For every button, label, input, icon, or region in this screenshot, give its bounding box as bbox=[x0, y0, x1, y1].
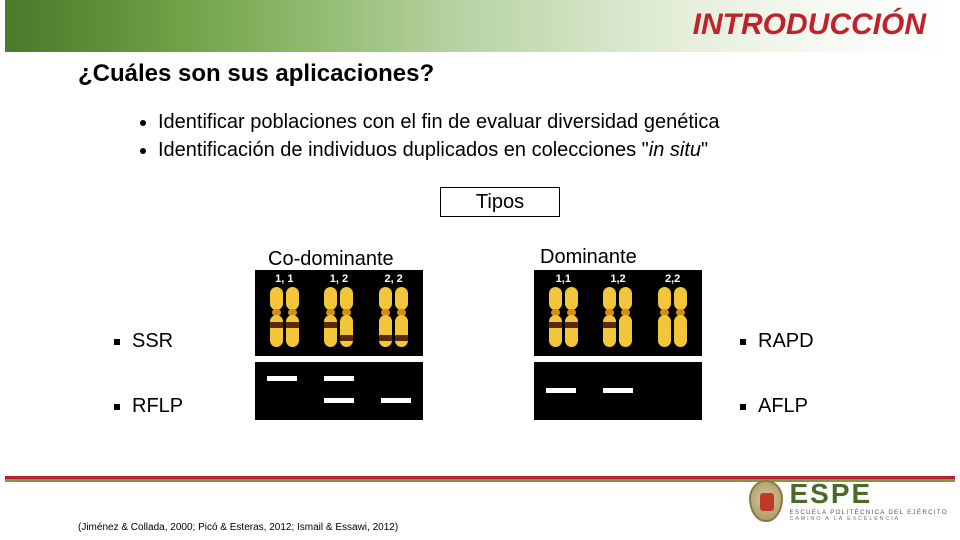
chromosome-icon bbox=[565, 287, 578, 347]
codominant-column-label: Co-dominante bbox=[268, 248, 394, 271]
slide-question: ¿Cuáles son sus aplicaciones? bbox=[78, 60, 434, 88]
marker-rflp: RFLP bbox=[132, 395, 183, 418]
chromosome-icon bbox=[603, 287, 616, 347]
gel-band bbox=[381, 398, 411, 403]
genotype-col: 2,2 bbox=[647, 273, 699, 351]
genotype-col: 1, 1 bbox=[258, 273, 310, 351]
gel-band bbox=[324, 398, 354, 403]
application-bullets: Identificar poblaciones con el fin de ev… bbox=[140, 108, 719, 164]
marker-ssr: SSR bbox=[132, 330, 183, 353]
genotype-label: 1,1 bbox=[556, 273, 571, 285]
section-title: INTRODUCCIÓN bbox=[693, 8, 926, 42]
genotype-label: 1, 1 bbox=[275, 273, 293, 285]
chromosome-icon bbox=[619, 287, 632, 347]
genotype-col: 1,1 bbox=[537, 273, 589, 351]
bullet-1: Identificar poblaciones con el fin de ev… bbox=[158, 108, 719, 136]
chromosome-icon bbox=[674, 287, 687, 347]
genotype-col: 1,2 bbox=[592, 273, 644, 351]
bullet-2-italic: in situ bbox=[649, 139, 701, 161]
espe-crest-icon bbox=[749, 480, 783, 522]
genotype-label: 1,2 bbox=[610, 273, 625, 285]
dominant-column-label: Dominante bbox=[540, 246, 637, 269]
tipos-box: Tipos bbox=[440, 187, 560, 217]
gel-band bbox=[267, 376, 297, 381]
codominant-diagram: 1, 1 1, 2 2, 2 bbox=[255, 270, 423, 420]
chromosome-icon bbox=[549, 287, 562, 347]
bullet-2-pre: Identificación de individuos duplicados … bbox=[158, 139, 649, 161]
espe-tagline: CAMINO A LA EXCELENCIA bbox=[789, 517, 948, 523]
marker-aflp: AFLP bbox=[758, 395, 814, 418]
marker-rapd: RAPD bbox=[758, 330, 814, 353]
bullet-2: Identificación de individuos duplicados … bbox=[158, 136, 719, 164]
dominant-gel-panel bbox=[534, 362, 702, 420]
gel-band bbox=[546, 388, 576, 393]
genotype-col: 2, 2 bbox=[368, 273, 420, 351]
espe-logo: ESPE ESCUELA POLITÉCNICA DEL EJÉRCITO CA… bbox=[749, 480, 948, 523]
dominant-diagram: 1,1 1,2 2,2 bbox=[534, 270, 702, 420]
codominant-marker-list: SSR RFLP bbox=[114, 330, 183, 460]
genotype-label: 2, 2 bbox=[384, 273, 402, 285]
chromosome-icon bbox=[395, 287, 408, 347]
bullet-2-post: " bbox=[701, 139, 708, 161]
dominant-chromosome-panel: 1,1 1,2 2,2 bbox=[534, 270, 702, 356]
chromosome-icon bbox=[286, 287, 299, 347]
gel-band bbox=[603, 388, 633, 393]
dominant-marker-list: RAPD AFLP bbox=[740, 330, 814, 460]
genotype-col: 1, 2 bbox=[313, 273, 365, 351]
chromosome-icon bbox=[658, 287, 671, 347]
chromosome-icon bbox=[270, 287, 283, 347]
espe-name: ESPE bbox=[789, 480, 948, 508]
citation-text: (Jiménez & Collada, 2000; Picó & Esteras… bbox=[78, 522, 398, 533]
codominant-gel-panel bbox=[255, 362, 423, 420]
genotype-label: 2,2 bbox=[665, 273, 680, 285]
gel-band bbox=[324, 376, 354, 381]
chromosome-icon bbox=[379, 287, 392, 347]
genotype-label: 1, 2 bbox=[330, 273, 348, 285]
chromosome-icon bbox=[340, 287, 353, 347]
chromosome-icon bbox=[324, 287, 337, 347]
codominant-chromosome-panel: 1, 1 1, 2 2, 2 bbox=[255, 270, 423, 356]
espe-text-block: ESPE ESCUELA POLITÉCNICA DEL EJÉRCITO CA… bbox=[789, 480, 948, 523]
